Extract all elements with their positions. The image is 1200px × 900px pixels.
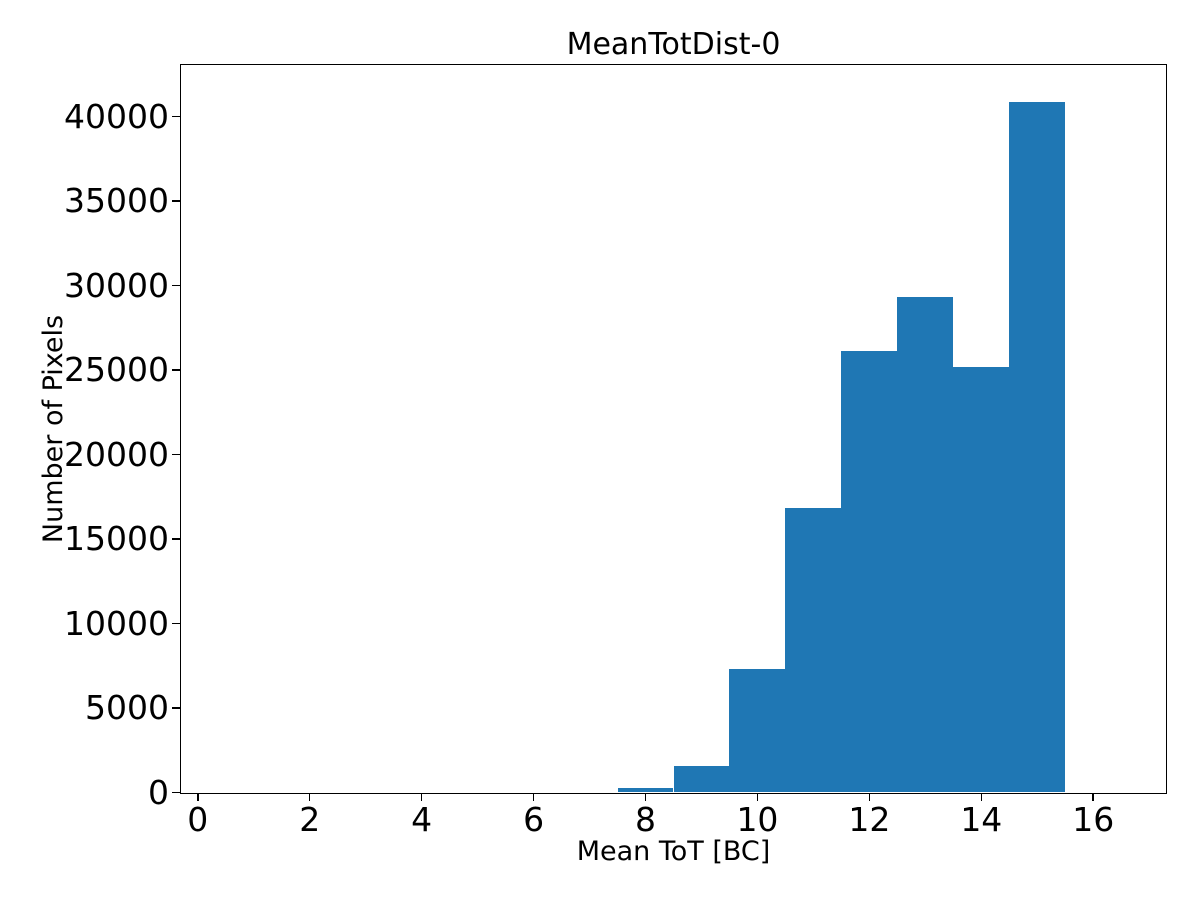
y-tick-mark bbox=[172, 369, 180, 371]
y-tick-label: 25000 bbox=[64, 350, 169, 390]
y-tick-label: 35000 bbox=[64, 181, 169, 221]
histogram-bar bbox=[953, 367, 1010, 793]
histogram-bar bbox=[897, 297, 954, 793]
histogram-bar bbox=[785, 508, 842, 793]
histogram-bar bbox=[841, 350, 898, 793]
x-tick-mark bbox=[532, 793, 535, 801]
y-tick-label: 30000 bbox=[64, 265, 169, 305]
x-tick-mark bbox=[1092, 793, 1094, 801]
y-tick-mark bbox=[172, 707, 180, 709]
x-tick-label: 0 bbox=[187, 800, 209, 839]
histogram-bar bbox=[617, 787, 674, 793]
plot-area bbox=[180, 63, 1167, 794]
y-tick-label: 0 bbox=[148, 772, 169, 812]
histogram-bar bbox=[1009, 101, 1066, 793]
x-tick-label: 4 bbox=[411, 800, 433, 839]
x-tick-mark bbox=[420, 793, 423, 801]
x-axis-label: Mean ToT [BC] bbox=[576, 836, 771, 867]
x-tick-label: 8 bbox=[635, 800, 657, 839]
x-tick-label: 6 bbox=[523, 800, 545, 839]
histogram-bar bbox=[729, 669, 786, 793]
y-tick-mark bbox=[172, 453, 180, 456]
y-tick-label: 15000 bbox=[64, 519, 169, 559]
x-tick-label: 14 bbox=[960, 800, 1003, 839]
y-tick-mark bbox=[172, 115, 180, 118]
y-tick-label: 5000 bbox=[85, 688, 169, 727]
y-tick-mark bbox=[172, 538, 180, 540]
x-tick-mark bbox=[644, 793, 647, 801]
y-tick-mark bbox=[172, 200, 180, 202]
x-tick-label: 12 bbox=[848, 800, 891, 839]
y-tick-label: 40000 bbox=[64, 96, 169, 136]
y-tick-mark bbox=[172, 791, 180, 794]
x-tick-mark bbox=[308, 793, 311, 801]
y-tick-mark bbox=[172, 622, 180, 625]
x-tick-mark bbox=[197, 793, 199, 801]
x-tick-mark bbox=[756, 793, 759, 801]
chart-title: MeanTotDist-0 bbox=[566, 27, 781, 62]
x-tick-label: 2 bbox=[299, 800, 321, 839]
x-tick-mark bbox=[868, 793, 871, 801]
y-tick-label: 20000 bbox=[64, 434, 169, 474]
x-tick-label: 10 bbox=[736, 800, 779, 839]
x-tick-label: 16 bbox=[1072, 800, 1115, 839]
y-tick-mark bbox=[172, 284, 180, 287]
histogram-bar bbox=[673, 765, 730, 793]
x-tick-mark bbox=[980, 793, 983, 801]
y-tick-label: 10000 bbox=[64, 603, 169, 643]
